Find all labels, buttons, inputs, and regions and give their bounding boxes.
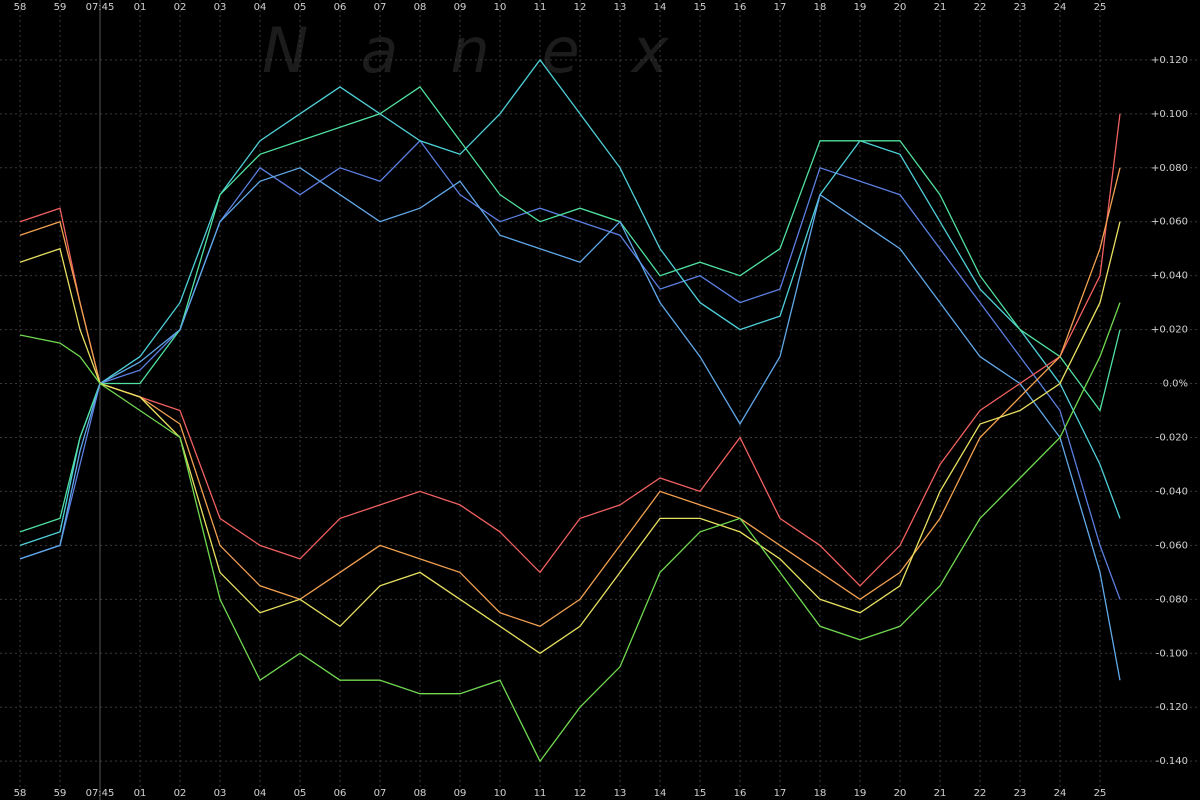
x-tick-label: 06 [334, 2, 347, 13]
x-tick-label: 13 [614, 788, 627, 799]
x-tick-label: 58 [14, 2, 27, 13]
price-line [19, 221, 1121, 655]
x-tick-label: 07 [374, 788, 387, 799]
x-tick-label: 13 [614, 2, 627, 13]
x-tick-label: 12 [574, 2, 587, 13]
x-tick-label: 59 [54, 788, 67, 799]
x-tick-label: 07:45 [86, 788, 115, 799]
x-tick-label: 23 [1014, 2, 1027, 13]
price-line [19, 58, 1121, 547]
price-line [19, 86, 1121, 533]
x-tick-label: 14 [654, 788, 667, 799]
x-tick-label: 17 [774, 2, 787, 13]
x-tick-label: 25 [1094, 2, 1107, 13]
x-tick-label: 18 [814, 788, 827, 799]
y-tick-label: +0.100 [1151, 109, 1188, 120]
x-tick-label: 16 [734, 2, 747, 13]
x-tick-label: 08 [414, 788, 427, 799]
x-tick-label: 02 [174, 788, 187, 799]
x-tick-label: 03 [214, 2, 227, 13]
price-line [19, 302, 1121, 763]
y-tick-label: -0.020 [1156, 432, 1188, 443]
x-tick-label: 07:45 [86, 2, 115, 13]
price-line [19, 113, 1121, 587]
x-tick-label: 06 [334, 788, 347, 799]
x-tick-label: 02 [174, 2, 187, 13]
x-tick-label: 10 [494, 788, 507, 799]
watermark: Nanex [262, 14, 721, 87]
x-tick-label: 22 [974, 788, 987, 799]
x-tick-label: 09 [454, 788, 467, 799]
x-tick-label: 05 [294, 2, 307, 13]
y-tick-label: -0.060 [1156, 540, 1188, 551]
x-tick-label: 18 [814, 2, 827, 13]
x-tick-label: 04 [254, 788, 267, 799]
x-tick-label: 16 [734, 788, 747, 799]
x-tick-label: 17 [774, 788, 787, 799]
price-line [19, 167, 1121, 681]
x-tick-label: 01 [134, 2, 147, 13]
x-tick-label: 01 [134, 788, 147, 799]
x-tick-label: 25 [1094, 788, 1107, 799]
x-tick-label: 21 [934, 2, 947, 13]
x-tick-label: 23 [1014, 788, 1027, 799]
x-tick-label: 58 [14, 788, 27, 799]
x-tick-label: 05 [294, 788, 307, 799]
y-tick-label: -0.040 [1156, 486, 1188, 497]
x-tick-label: 11 [534, 788, 547, 799]
x-tick-label: 03 [214, 788, 227, 799]
x-tick-label: 20 [894, 788, 907, 799]
x-tick-label: 04 [254, 2, 267, 13]
y-tick-label: -0.080 [1156, 594, 1188, 605]
y-tick-label: +0.020 [1151, 325, 1188, 336]
x-tick-label: 15 [694, 2, 707, 13]
x-tick-label: 19 [854, 2, 867, 13]
x-tick-label: 22 [974, 2, 987, 13]
y-tick-label: +0.040 [1151, 271, 1188, 282]
x-tick-label: 12 [574, 788, 587, 799]
x-tick-label: 19 [854, 788, 867, 799]
y-tick-label: -0.140 [1156, 756, 1188, 767]
x-tick-label: 59 [54, 2, 67, 13]
y-tick-label: +0.120 [1151, 55, 1188, 66]
x-tick-label: 20 [894, 2, 907, 13]
x-tick-label: 21 [934, 788, 947, 799]
x-tick-label: 15 [694, 788, 707, 799]
y-tick-label: +0.060 [1151, 217, 1188, 228]
x-tick-label: 07 [374, 2, 387, 13]
x-tick-label: 08 [414, 2, 427, 13]
x-tick-label: 11 [534, 2, 547, 13]
y-tick-label: +0.080 [1151, 163, 1188, 174]
x-tick-label: 09 [454, 2, 467, 13]
y-tick-label: 0.0% [1163, 379, 1188, 390]
x-tick-label: 14 [654, 2, 667, 13]
x-tick-label: 10 [494, 2, 507, 13]
x-tick-label: 24 [1054, 788, 1067, 799]
y-tick-label: -0.120 [1156, 702, 1188, 713]
price-line [19, 167, 1121, 628]
y-tick-label: -0.100 [1156, 648, 1188, 659]
x-tick-label: 24 [1054, 2, 1067, 13]
